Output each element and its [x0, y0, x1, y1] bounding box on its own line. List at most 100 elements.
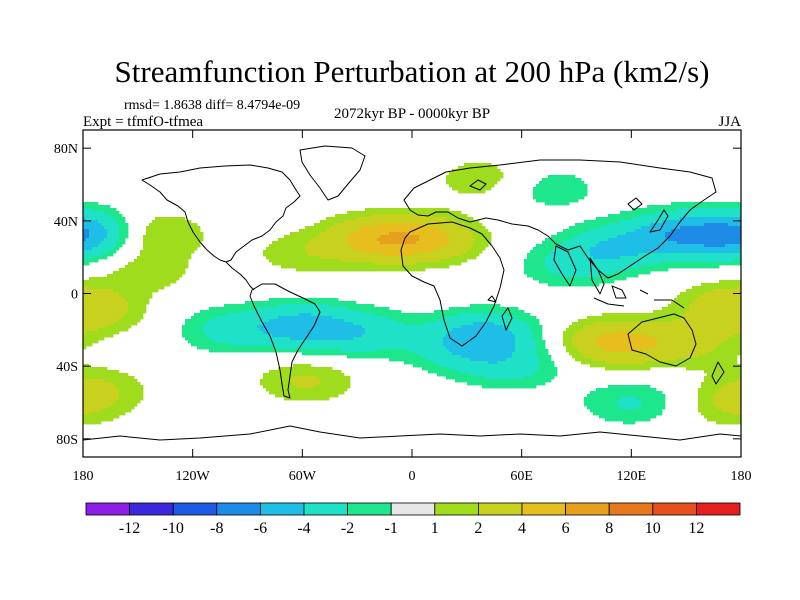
field-cell [161, 241, 165, 245]
field-cell [380, 322, 384, 326]
field-cell [314, 397, 318, 401]
field-cell [422, 331, 426, 335]
field-cell [491, 328, 495, 332]
field-cell [356, 322, 360, 326]
field-cell [134, 379, 138, 383]
field-cell [227, 340, 231, 344]
field-cell [344, 388, 348, 392]
field-cell [278, 316, 282, 320]
field-cell [215, 319, 219, 323]
field-cell [392, 331, 396, 335]
field-cell [233, 307, 237, 311]
field-cell [413, 244, 417, 248]
field-cell [302, 373, 306, 377]
field-cell [107, 286, 111, 290]
field-cell [107, 391, 111, 395]
field-cell [368, 334, 372, 338]
field-cell [332, 316, 336, 320]
field-cell [92, 253, 96, 257]
field-cell [257, 346, 261, 350]
field-cell [377, 232, 381, 236]
field-cell [299, 319, 303, 323]
field-cell [323, 328, 327, 332]
field-cell [335, 325, 339, 329]
field-cell [401, 232, 405, 236]
field-cell [470, 226, 474, 230]
field-cell [458, 313, 462, 317]
field-cell [341, 256, 345, 260]
field-cell [182, 226, 186, 230]
field-cell [125, 328, 129, 332]
field-cell [458, 379, 462, 383]
field-cell [116, 415, 120, 419]
field-cell [125, 265, 129, 269]
field-cell [95, 232, 99, 236]
field-cell [224, 310, 228, 314]
field-cell [332, 310, 336, 314]
field-cell [446, 262, 450, 266]
field-cell [263, 346, 267, 350]
field-cell [449, 340, 453, 344]
field-cell [476, 346, 480, 350]
field-cell [335, 313, 339, 317]
field-cell [347, 232, 351, 236]
field-cell [221, 340, 225, 344]
field-cell [437, 217, 441, 221]
field-cell [332, 253, 336, 257]
field-cell [386, 310, 390, 314]
field-cell [428, 331, 432, 335]
field-cell [101, 334, 105, 338]
field-cell [110, 223, 114, 227]
field-cell [464, 319, 468, 323]
field-cell [335, 304, 339, 308]
field-cell [224, 349, 228, 353]
field-cell [491, 364, 495, 368]
field-cell [305, 238, 309, 242]
field-cell [140, 307, 144, 311]
field-cell [170, 274, 174, 278]
field-cell [362, 235, 366, 239]
field-cell [401, 325, 405, 329]
field-cell [119, 289, 123, 293]
field-cell [386, 250, 390, 254]
field-cell [290, 325, 294, 329]
field-cell [437, 223, 441, 227]
field-cell [113, 283, 117, 287]
field-cell [89, 382, 93, 386]
field-cell [326, 247, 330, 251]
field-cell [419, 331, 423, 335]
field-cell [329, 304, 333, 308]
field-cell [107, 310, 111, 314]
field-cell [296, 391, 300, 395]
field-cell [434, 364, 438, 368]
field-cell [308, 346, 312, 350]
field-cell [320, 388, 324, 392]
field-cell [293, 388, 297, 392]
field-cell [308, 382, 312, 386]
field-cell [446, 181, 450, 185]
field-cell [437, 316, 441, 320]
field-cell [416, 208, 420, 212]
field-cell [104, 367, 108, 371]
field-cell [299, 331, 303, 335]
field-cell [443, 370, 447, 374]
field-cell [143, 292, 147, 296]
field-cell [341, 268, 345, 272]
field-cell [431, 316, 435, 320]
field-cell [386, 268, 390, 272]
field-cell [287, 241, 291, 245]
field-cell [95, 322, 99, 326]
field-cell [290, 322, 294, 326]
field-cell [86, 328, 90, 332]
field-cell [167, 283, 171, 287]
field-cell [335, 331, 339, 335]
field-cell [383, 334, 387, 338]
field-cell [302, 343, 306, 347]
field-cell [326, 238, 330, 242]
field-cell [155, 229, 159, 233]
field-cell [413, 256, 417, 260]
field-cell [185, 331, 189, 335]
field-cell [335, 319, 339, 323]
field-cell [185, 250, 189, 254]
field-cell [92, 295, 96, 299]
